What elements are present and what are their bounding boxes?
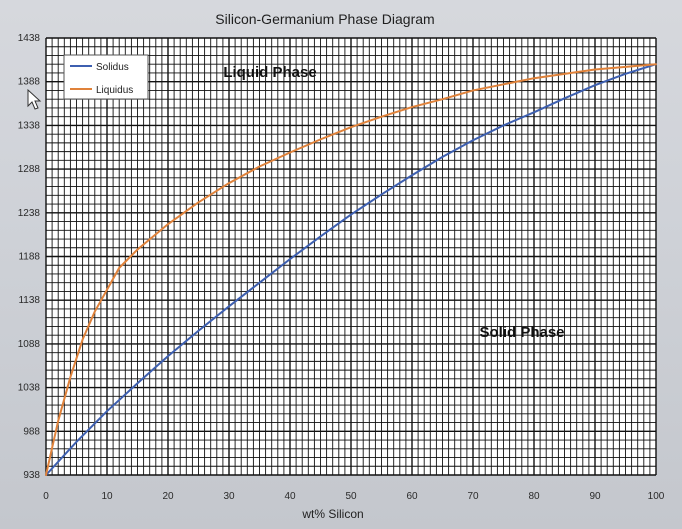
liquid-phase-label: Liquid Phase — [223, 64, 316, 81]
x-tick-label: 40 — [284, 491, 296, 502]
legend-box — [63, 54, 149, 100]
x-tick-label: 70 — [467, 491, 479, 502]
chart-title: Silicon-Germanium Phase Diagram — [215, 11, 434, 27]
y-tick-label: 1088 — [18, 339, 41, 350]
x-axis-ticks: 0 10 20 30 40 50 60 70 80 90 100 — [43, 491, 665, 502]
y-tick-label: 1288 — [18, 164, 41, 175]
legend-solidus-label: Solidus — [96, 62, 129, 73]
x-tick-label: 30 — [223, 491, 235, 502]
y-tick-label: 1388 — [18, 77, 41, 88]
grid-lines — [45, 37, 657, 476]
x-tick-label: 50 — [345, 491, 357, 502]
series-lines — [45, 63, 657, 476]
solid-phase-label: Solid Phase — [479, 324, 564, 341]
y-tick-label: 1338 — [18, 120, 41, 131]
x-tick-label: 100 — [648, 491, 665, 502]
x-tick-label: 0 — [43, 491, 49, 502]
legend-liquidus-label: Liquidus — [96, 85, 133, 96]
x-tick-label: 80 — [528, 491, 540, 502]
y-tick-label: 988 — [23, 426, 40, 437]
x-axis-label: wt% Silicon — [301, 507, 363, 521]
x-tick-label: 60 — [406, 491, 418, 502]
y-tick-label: 938 — [23, 470, 40, 481]
x-tick-label: 20 — [162, 491, 174, 502]
y-tick-label: 1238 — [18, 208, 41, 219]
y-axis-ticks: 938 988 1038 1088 1138 1188 1238 1288 1338 1388 14… — [18, 33, 41, 481]
y-tick-label: 1438 — [18, 33, 41, 44]
x-tick-label: 10 — [101, 491, 113, 502]
y-tick-label: 1038 — [18, 383, 41, 394]
x-tick-label: 90 — [589, 491, 601, 502]
y-tick-label: 1188 — [18, 252, 40, 263]
mouse-cursor-icon — [27, 88, 42, 110]
legend: Solidus Liquidus — [63, 54, 149, 100]
series-line-liquidus — [45, 63, 657, 476]
series-line-solidus — [45, 63, 657, 476]
y-tick-label: 1138 — [18, 295, 40, 306]
